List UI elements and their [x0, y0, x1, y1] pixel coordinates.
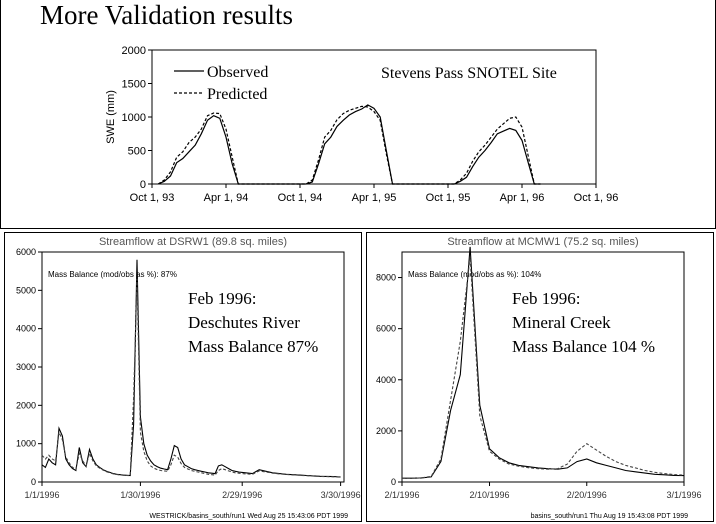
- dsrw1-chart-frame: [4, 232, 362, 522]
- y-tick-label: 4000: [376, 375, 396, 385]
- predicted-flow-line: [41, 278, 341, 478]
- x-tick-label: Apr 1, 96: [500, 192, 545, 204]
- swe-chart: 0 500 1000 1500 2000 Oct 1, 93 Apr 1, 94 Oct 1,…: [105, 45, 619, 204]
- note-line: Mineral Creek: [512, 313, 611, 332]
- x-tick-label: 2/29/1996: [222, 490, 262, 500]
- x-tick-label: Apr 1, 95: [352, 192, 397, 204]
- legend-label-predicted: Predicted: [207, 86, 267, 103]
- site-annotation: Stevens Pass SNOTEL Site: [381, 65, 557, 82]
- series-line-observed: [157, 104, 541, 185]
- mcmw1-chart-frame: [366, 232, 714, 522]
- y-tick-label: 2000: [376, 426, 396, 436]
- note-line: Feb 1996:: [188, 289, 256, 308]
- x-tick-label: 2/20/1996: [567, 490, 607, 500]
- y-tick-label: 0: [391, 477, 396, 487]
- mcmw1-chart: Streamflow at MCMW1 (75.2 sq. miles) 0 200…: [376, 236, 702, 520]
- plot-area: [41, 251, 345, 483]
- chart-title: Streamflow at DSRW1 (89.8 sq. miles): [99, 236, 287, 248]
- y-tick-label: 1500: [122, 79, 146, 91]
- observed-flow-line: [402, 246, 685, 479]
- x-tick-label: 2/10/1996: [469, 490, 509, 500]
- y-tick-label: 3000: [16, 362, 36, 372]
- y-tick-label: 5000: [16, 285, 36, 295]
- footer-stamp: basins_south/run1 Thu Aug 19 15:43:08 PD…: [531, 513, 688, 520]
- x-tick-label: Oct 1, 95: [426, 192, 471, 204]
- y-axis-label: SWE (mm): [105, 90, 117, 144]
- y-tick-label: 8000: [376, 273, 396, 283]
- y-tick-label: 500: [128, 146, 146, 158]
- x-tick-label: 3/30/1996: [321, 490, 361, 500]
- y-tick-label: 6000: [376, 324, 396, 334]
- x-tick-label: Apr 1, 94: [204, 192, 249, 204]
- legend-label-observed: Observed: [207, 64, 268, 81]
- x-tick-label: 2/1/1996: [384, 490, 419, 500]
- note-line: Mass Balance 87%: [188, 337, 318, 356]
- mass-balance-label: Mass Balance (mod/obs as %): 87%: [48, 270, 177, 279]
- dsrw1-chart: Streamflow at DSRW1 (89.8 sq. miles) 0 100…: [16, 236, 361, 520]
- mass-balance-label: Mass Balance (mod/obs as %): 104%: [408, 270, 541, 279]
- y-tick-label: 4000: [16, 324, 36, 334]
- x-tick-label: Oct 1, 94: [278, 192, 323, 204]
- x-tick-label: 1/1/1996: [24, 490, 59, 500]
- x-tick-label: Oct 1, 93: [130, 192, 175, 204]
- x-tick-label: 1/30/1996: [120, 490, 160, 500]
- footer-stamp: WESTRICK/basins_south/run1 Wed Aug 25 15…: [149, 513, 348, 520]
- plot-area: [401, 251, 685, 483]
- note-line: Mass Balance 104 %: [512, 337, 655, 356]
- note-line: Deschutes River: [188, 313, 300, 332]
- y-tick-label: 6000: [16, 247, 36, 257]
- x-tick-label: 3/1/1996: [666, 490, 701, 500]
- y-tick-label: 0: [140, 179, 146, 191]
- x-tick-label: Oct 1, 96: [574, 192, 619, 204]
- y-tick-label: 1000: [122, 112, 146, 124]
- series-line-predicted: [157, 105, 541, 185]
- slide-title: More Validation results: [40, 0, 293, 30]
- y-tick-label: 2000: [16, 400, 36, 410]
- y-tick-label: 1000: [16, 439, 36, 449]
- note-line: Feb 1996:: [512, 289, 580, 308]
- predicted-flow-line: [402, 257, 685, 479]
- chart-title: Streamflow at MCMW1 (75.2 sq. miles): [447, 236, 638, 248]
- y-tick-label: 0: [31, 477, 36, 487]
- y-tick-label: 2000: [122, 45, 146, 57]
- observed-flow-line: [41, 259, 341, 478]
